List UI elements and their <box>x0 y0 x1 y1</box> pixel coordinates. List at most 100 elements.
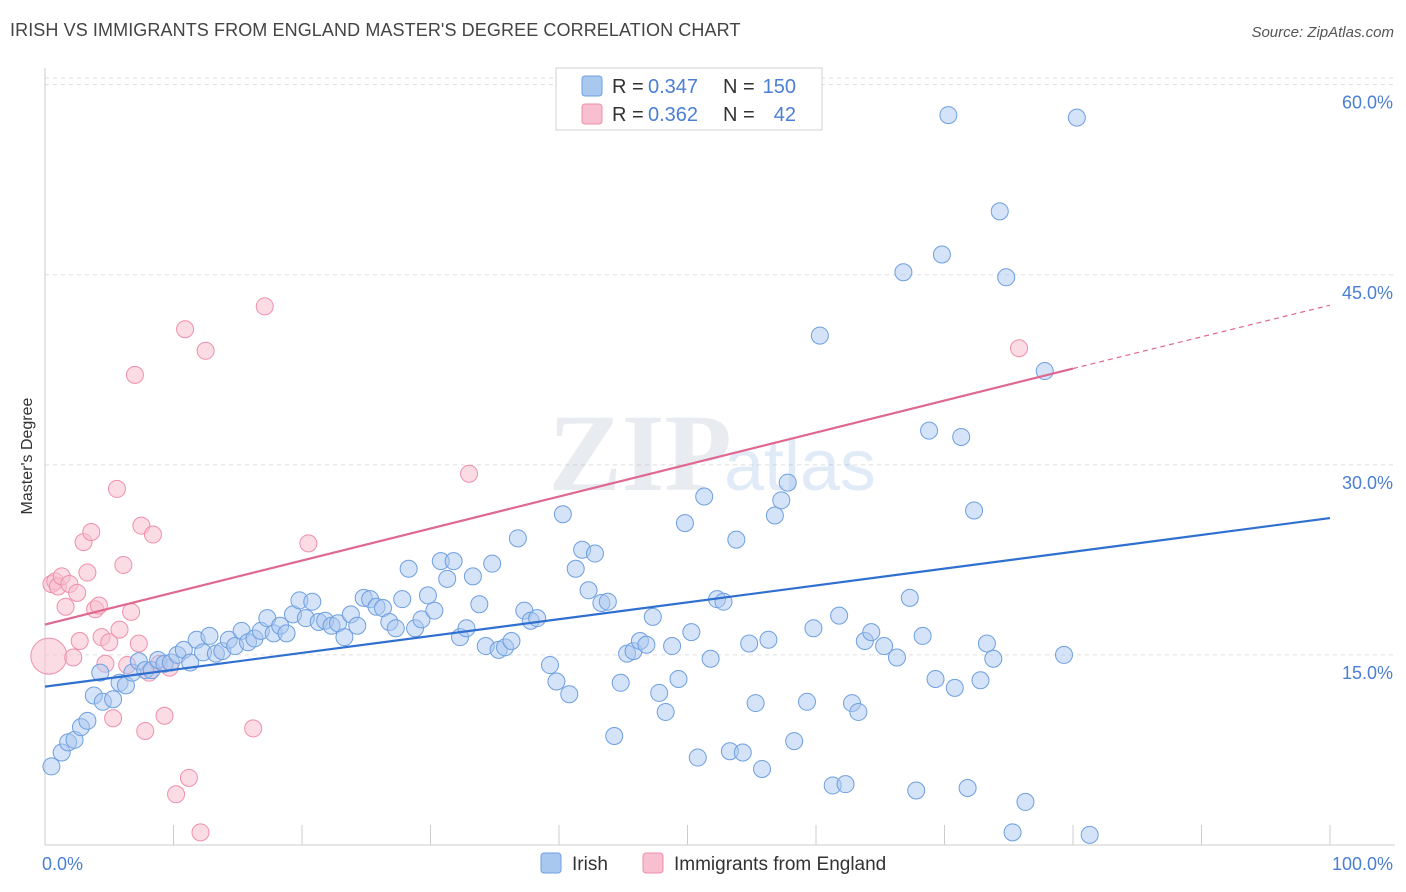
irish-point <box>393 590 412 609</box>
irish-point <box>958 778 977 797</box>
irish-trend-line <box>44 516 1331 688</box>
england-trend-line <box>44 367 1074 626</box>
irish-point <box>438 569 457 588</box>
irish-point <box>598 592 617 611</box>
x-tick-labels: 0.0% 100.0% <box>42 854 1393 874</box>
irish-point <box>785 732 804 751</box>
irish-point <box>759 630 778 649</box>
irish-point <box>798 692 817 711</box>
irish-point <box>78 711 97 730</box>
england-point <box>1010 339 1029 358</box>
irish-point <box>579 581 598 600</box>
england-trend-extension <box>1072 304 1331 370</box>
england-point <box>78 563 97 582</box>
irish-point <box>418 586 437 605</box>
irish-point <box>971 671 990 690</box>
y-tick-label-0: 15.0% <box>1342 663 1393 683</box>
watermark: ZIP atlas <box>548 392 876 514</box>
england-point <box>244 719 263 738</box>
legend-irish-swatch <box>581 75 603 97</box>
irish-point <box>508 529 527 548</box>
irish-point <box>386 619 405 638</box>
legend-england-r-value: 0.362 <box>648 104 698 126</box>
source-label: Source: ZipAtlas.com <box>1251 24 1394 41</box>
irish-point <box>932 245 951 264</box>
irish-point <box>463 567 482 586</box>
england-point <box>82 522 101 541</box>
watermark-atlas: atlas <box>724 426 876 506</box>
irish-point <box>984 649 1003 668</box>
irish-point <box>997 268 1016 287</box>
irish-point <box>399 559 418 578</box>
irish-point <box>566 559 585 578</box>
irish-point <box>650 683 669 702</box>
england-point <box>460 464 479 483</box>
england-point <box>176 320 195 339</box>
irish-point <box>907 781 926 800</box>
irish-point <box>528 609 547 628</box>
irish-point <box>740 634 759 653</box>
irish-point <box>1067 108 1086 127</box>
trend-lines <box>44 304 1331 688</box>
irish-point <box>585 544 604 563</box>
irish-point <box>1003 823 1022 842</box>
irish-point <box>547 672 566 691</box>
irish-point <box>669 669 688 688</box>
irish-point <box>104 690 123 709</box>
irish-point <box>765 506 784 525</box>
legend-irish-r-label: R = <box>612 76 644 98</box>
irish-point <box>830 606 849 625</box>
irish-point <box>483 554 502 573</box>
england-point <box>68 583 87 602</box>
irish-point <box>727 530 746 549</box>
irish-point <box>560 685 579 704</box>
irish-point <box>1080 825 1099 844</box>
england-point <box>136 721 155 740</box>
irish-point <box>753 759 772 778</box>
irish-point <box>91 663 110 682</box>
england-point <box>122 602 141 621</box>
gridlines <box>45 77 1395 656</box>
irish-point <box>887 648 906 667</box>
england-point <box>129 634 148 653</box>
irish-point <box>1055 645 1074 664</box>
irish-point <box>643 607 662 626</box>
irish-point <box>862 623 881 642</box>
irish-point <box>348 616 367 635</box>
irish-point <box>425 601 444 620</box>
legend-top: R = 0.347 N = 150 R = 0.362 N = 42 <box>555 67 823 131</box>
irish-point <box>502 631 521 650</box>
irish-point <box>939 106 958 125</box>
england-point <box>255 297 274 316</box>
irish-point <box>772 491 791 510</box>
irish-point <box>849 702 868 721</box>
england-point <box>104 709 123 728</box>
irish-point <box>303 592 322 611</box>
irish-point <box>605 727 624 746</box>
irish-point <box>952 427 971 446</box>
irish-point <box>900 588 919 607</box>
legend-england-n-value: 42 <box>774 104 796 126</box>
x-tick-label-0: 0.0% <box>42 854 83 874</box>
chart-title: IRISH VS IMMIGRANTS FROM ENGLAND MASTER'… <box>10 20 741 40</box>
legend-bottom-england-label: Immigrants from England <box>674 854 886 875</box>
england-point <box>70 631 89 650</box>
irish-point <box>920 421 939 440</box>
irish-point <box>42 757 61 776</box>
england-point <box>179 768 198 787</box>
irish-point <box>875 637 894 656</box>
irish-point <box>470 595 489 614</box>
legend-bottom: Irish Immigrants from England <box>540 852 886 875</box>
legend-bottom-england-swatch <box>642 852 664 874</box>
legend-irish-n-label: N = <box>723 76 755 98</box>
england-point <box>107 479 126 498</box>
irish-point <box>695 487 714 506</box>
irish-point <box>335 628 354 647</box>
england-point <box>143 525 162 544</box>
irish-point <box>804 619 823 638</box>
irish-point <box>675 514 694 533</box>
irish-point <box>412 610 431 629</box>
irish-point <box>913 626 932 645</box>
irish-point <box>682 623 701 642</box>
